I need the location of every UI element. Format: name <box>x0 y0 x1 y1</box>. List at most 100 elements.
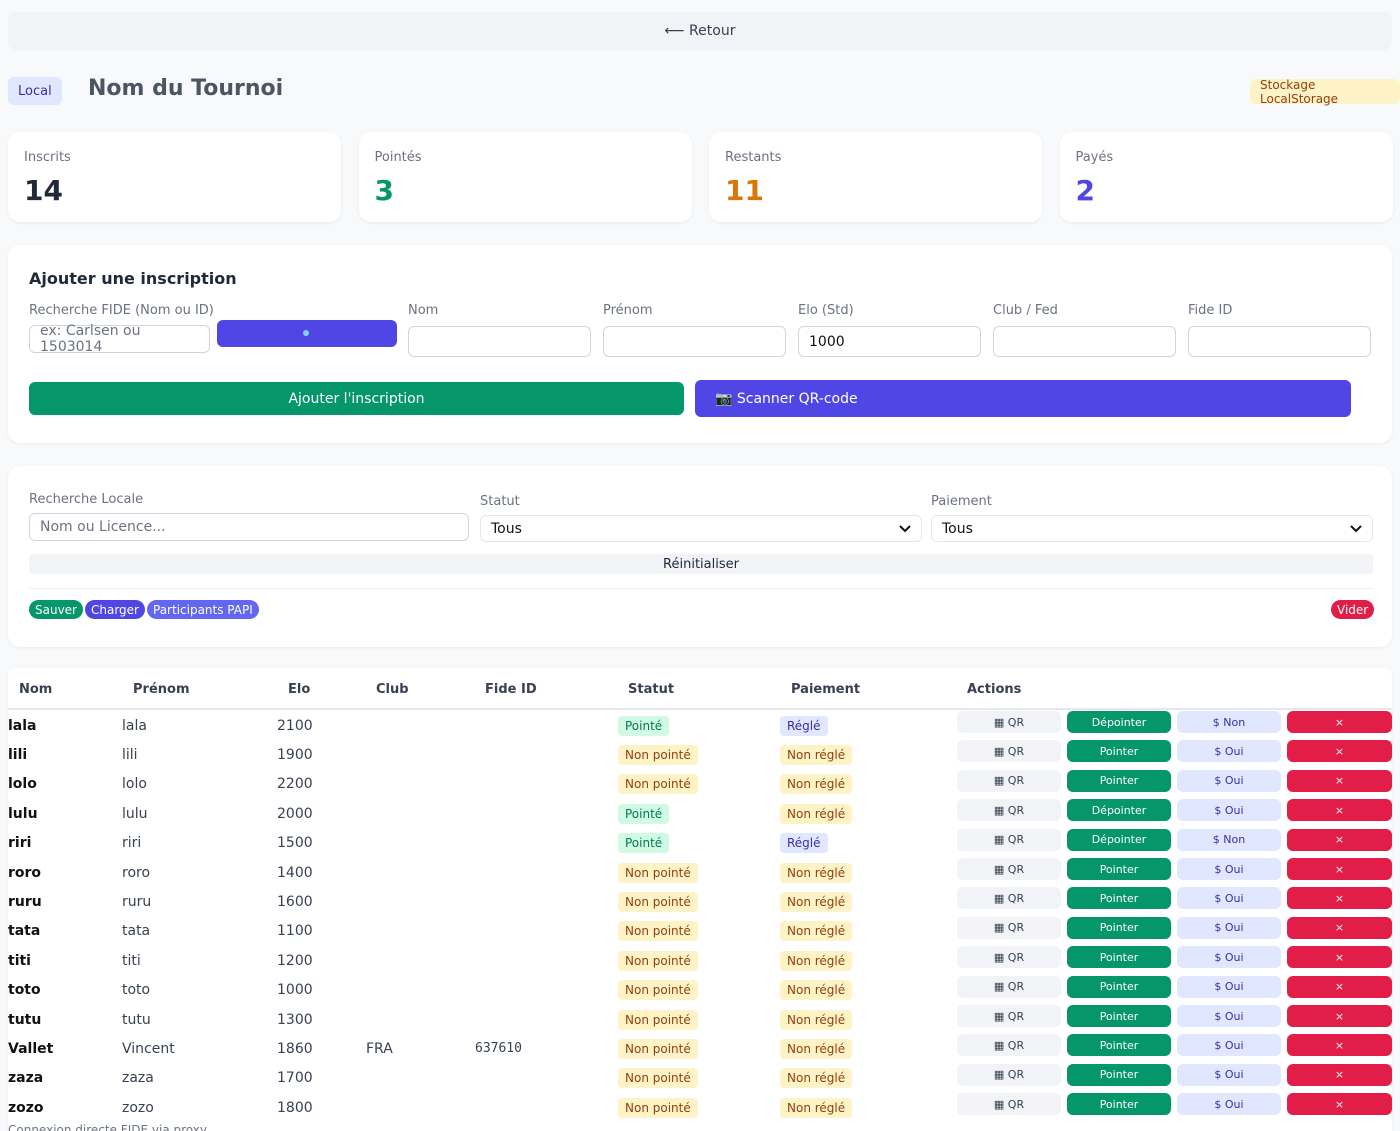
mode-badge: Local <box>8 77 62 105</box>
cell: 1600 <box>277 893 313 910</box>
storage-badge: Stockage LocalStorage <box>1250 78 1400 106</box>
select-value: Tous <box>491 520 522 537</box>
delete-button[interactable]: × <box>1287 740 1392 763</box>
qr-button[interactable]: ▦ QR <box>957 975 1061 998</box>
pay-button[interactable]: $ Oui <box>1177 1034 1281 1057</box>
text-input[interactable] <box>1188 326 1371 357</box>
pay-button[interactable]: $ Oui <box>1177 975 1281 998</box>
pay-button[interactable]: $ Oui <box>1177 858 1281 880</box>
fide-search[interactable]: ex: Carlsen ou 1503014 <box>29 323 210 355</box>
text-input[interactable] <box>993 326 1176 357</box>
stat-value: 14 <box>24 174 63 207</box>
back-button[interactable]: ⟵ Retour <box>8 12 1392 50</box>
text-input[interactable] <box>603 326 786 357</box>
status-cell: Non pointé <box>618 770 698 799</box>
delete-button[interactable]: × <box>1287 1005 1392 1027</box>
pay-button[interactable]: $ Oui <box>1177 946 1281 969</box>
toggle-button[interactable]: Pointer <box>1067 975 1171 998</box>
toggle-button[interactable]: Pointer <box>1067 946 1171 969</box>
pay-button[interactable]: $ Oui <box>1177 916 1281 939</box>
toolbar-button[interactable]: Charger <box>85 600 145 619</box>
delete-button[interactable]: × <box>1287 916 1392 939</box>
qr-button[interactable]: ▦ QR <box>957 858 1061 880</box>
toolbar-button[interactable]: Participants PAPI <box>147 600 259 619</box>
status-select[interactable]: Tous <box>480 515 922 542</box>
qr-button[interactable]: ▦ QR <box>957 740 1061 763</box>
cell: 1700 <box>277 1070 313 1087</box>
toggle-button[interactable]: Pointer <box>1067 858 1171 880</box>
toggle-button[interactable]: Pointer <box>1067 1093 1171 1116</box>
qr-button[interactable]: ▦ QR <box>957 1005 1061 1027</box>
delete-button[interactable]: × <box>1287 769 1392 792</box>
text-input[interactable]: 1000 <box>798 326 981 357</box>
payment-cell: Non réglé <box>780 887 853 916</box>
delete-button[interactable]: × <box>1287 1034 1392 1057</box>
qr-button[interactable]: ▦ QR <box>957 1093 1061 1116</box>
cell: 2000 <box>277 805 313 822</box>
pay-button[interactable]: $ Oui <box>1177 1093 1281 1116</box>
scan-button[interactable]: 📷 Scanner QR-code <box>695 380 1351 417</box>
payment-cell: Non réglé <box>780 1093 853 1122</box>
cell: titi <box>122 952 141 969</box>
pay-button[interactable]: $ Non <box>1177 828 1281 851</box>
delete-button[interactable]: × <box>1287 946 1392 969</box>
search-button[interactable] <box>217 320 397 347</box>
cell: riri <box>122 835 142 852</box>
add-button[interactable]: Ajouter l'inscription <box>29 382 684 415</box>
toggle-button[interactable]: Pointer <box>1067 1063 1171 1086</box>
cell: lulu <box>122 805 148 822</box>
status-tag: Non pointé <box>618 1097 698 1118</box>
reset-button[interactable]: Réinitialiser <box>29 554 1373 574</box>
cell: tutu <box>8 1011 42 1028</box>
status-cell: Pointé <box>618 799 670 828</box>
delete-button[interactable]: × <box>1287 858 1392 880</box>
delete-button[interactable]: × <box>1287 828 1392 851</box>
pay-button[interactable]: $ Oui <box>1177 740 1281 763</box>
clear-button[interactable]: Vider <box>1331 600 1375 619</box>
toggle-button[interactable]: Pointer <box>1067 740 1171 763</box>
delete-button[interactable]: × <box>1287 711 1392 733</box>
status-tag: Non pointé <box>618 921 698 942</box>
toggle-button[interactable]: Pointer <box>1067 1005 1171 1027</box>
toggle-button[interactable]: Pointer <box>1067 769 1171 792</box>
toggle-button[interactable]: Dépointer <box>1067 711 1171 733</box>
delete-button[interactable]: × <box>1287 799 1392 822</box>
qr-button[interactable]: ▦ QR <box>957 828 1061 851</box>
text-input[interactable] <box>408 326 591 357</box>
payment-tag: Non réglé <box>780 803 853 824</box>
field-label: Fide ID <box>1188 303 1233 318</box>
qr-button[interactable]: ▦ QR <box>957 1034 1061 1057</box>
cell: Vincent <box>122 1040 175 1057</box>
stat-label: Pointés <box>374 150 422 165</box>
delete-button[interactable]: × <box>1287 887 1392 910</box>
toggle-button[interactable]: Dépointer <box>1067 828 1171 851</box>
pay-button[interactable]: $ Oui <box>1177 1063 1281 1086</box>
field-label: Statut <box>480 494 520 509</box>
pay-button[interactable]: $ Oui <box>1177 887 1281 910</box>
qr-button[interactable]: ▦ QR <box>957 916 1061 939</box>
payment-tag: Non réglé <box>780 774 853 795</box>
qr-button[interactable]: ▦ QR <box>957 711 1061 733</box>
toggle-button[interactable]: Pointer <box>1067 887 1171 910</box>
local-search[interactable]: Nom ou Licence... <box>29 513 469 541</box>
toolbar-button[interactable]: Sauver <box>29 600 83 619</box>
pay-button[interactable]: $ Oui <box>1177 1005 1281 1027</box>
qr-button[interactable]: ▦ QR <box>957 946 1061 969</box>
form-title: Ajouter une inscription <box>29 269 237 288</box>
delete-button[interactable]: × <box>1287 975 1392 998</box>
delete-button[interactable]: × <box>1287 1093 1392 1116</box>
pay-button[interactable]: $ Non <box>1177 711 1281 733</box>
qr-button[interactable]: ▦ QR <box>957 887 1061 910</box>
toggle-button[interactable]: Pointer <box>1067 1034 1171 1057</box>
qr-button[interactable]: ▦ QR <box>957 769 1061 792</box>
pay-button[interactable]: $ Oui <box>1177 799 1281 822</box>
qr-button[interactable]: ▦ QR <box>957 799 1061 822</box>
toggle-button[interactable]: Dépointer <box>1067 799 1171 822</box>
filter-card: Recherche Locale Nom ou Licence... Statu… <box>8 466 1392 647</box>
toggle-button[interactable]: Pointer <box>1067 916 1171 939</box>
delete-button[interactable]: × <box>1287 1063 1392 1086</box>
qr-button[interactable]: ▦ QR <box>957 1063 1061 1086</box>
pay-button[interactable]: $ Oui <box>1177 769 1281 792</box>
column-header: Nom <box>19 682 53 697</box>
payment-select[interactable]: Tous <box>931 515 1373 542</box>
